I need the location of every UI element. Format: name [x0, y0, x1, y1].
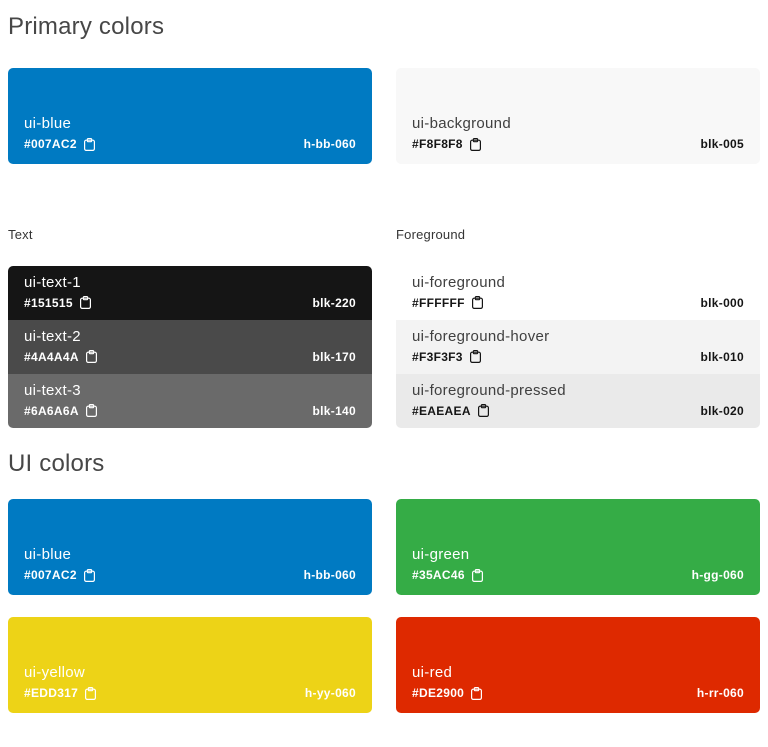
- copy-icon[interactable]: [471, 686, 483, 700]
- subgroup-labels-row: Text Foreground: [8, 227, 760, 242]
- swatch-token: h-gg-060: [691, 568, 744, 582]
- swatch-hex: #FFFFFF: [412, 295, 465, 310]
- ui-colors-heading: UI colors: [8, 450, 105, 477]
- copy-icon[interactable]: [85, 686, 97, 700]
- swatch-ui-red: ui-red #DE2900 h-rr-060: [396, 617, 760, 713]
- swatch-ui-green: ui-green #35AC46 h-gg-060: [396, 499, 760, 595]
- copy-icon[interactable]: [83, 137, 95, 151]
- swatch-hex: #007AC2: [24, 568, 77, 582]
- swatch-name: ui-text-3: [24, 381, 81, 399]
- copy-icon[interactable]: [83, 568, 95, 582]
- swatch-name: ui-text-1: [24, 273, 81, 291]
- copy-icon[interactable]: [469, 350, 481, 363]
- swatch-name: ui-blue: [24, 115, 72, 132]
- swatch-hex: #4A4A4A: [24, 349, 79, 364]
- swatch-token: h-yy-060: [304, 686, 356, 700]
- copy-icon[interactable]: [469, 137, 481, 151]
- swatch-name: ui-yellow: [24, 664, 86, 681]
- swatch-name: ui-foreground-hover: [412, 327, 550, 345]
- primary-swatch-row: ui-blue #007AC2 h-bb-060 ui-background #…: [8, 68, 760, 164]
- swatch-name: ui-green: [412, 546, 470, 563]
- swatch-meta: #007AC2 h-bb-060: [24, 567, 356, 583]
- swatch-hex: #007AC2: [24, 137, 77, 151]
- swatch-token: blk-005: [700, 137, 744, 151]
- primary-colors-heading: Primary colors: [8, 13, 165, 40]
- swatch-token: blk-020: [700, 403, 744, 418]
- swatch-meta: #6A6A6A blk-140: [24, 403, 356, 419]
- ui-swatch-grid: ui-blue #007AC2 h-bb-060 ui-green #35AC4…: [8, 499, 760, 713]
- swatch-token: h-rr-060: [696, 686, 744, 700]
- swatch-ui-background: ui-background #F8F8F8 blk-005: [396, 68, 760, 164]
- swatch-ui-blue: ui-blue #007AC2 h-bb-060: [8, 68, 372, 164]
- swatch-meta: #EDD317 h-yy-060: [24, 685, 356, 701]
- swatch-token: blk-220: [312, 295, 356, 310]
- swatch-token: h-bb-060: [303, 137, 356, 151]
- swatch-name: ui-red: [412, 664, 453, 681]
- swatch-meta: #4A4A4A blk-170: [24, 349, 356, 365]
- swatch-meta: #007AC2 h-bb-060: [24, 136, 356, 152]
- swatch-name: ui-blue: [24, 546, 72, 563]
- copy-icon[interactable]: [79, 296, 91, 309]
- swatch-hex: #EDD317: [24, 686, 79, 700]
- swatch-ui-text-1: ui-text-1 #151515 blk-220: [8, 266, 372, 320]
- swatch-ui-text-3: ui-text-3 #6A6A6A blk-140: [8, 374, 372, 428]
- swatch-token: blk-170: [312, 349, 356, 364]
- swatch-hex: #EAEAEA: [412, 403, 471, 418]
- swatch-token: blk-000: [700, 295, 744, 310]
- swatch-hex: #35AC46: [412, 568, 465, 582]
- swatch-token: blk-140: [312, 403, 356, 418]
- swatch-meta: #FFFFFF blk-000: [412, 295, 744, 311]
- swatch-meta: #F3F3F3 blk-010: [412, 349, 744, 365]
- swatch-meta: #35AC46 h-gg-060: [412, 567, 744, 583]
- text-swatch-group: ui-text-1 #151515 blk-220 ui-text-2 #4A4…: [8, 266, 372, 428]
- foreground-group-label: Foreground: [396, 227, 466, 242]
- swatch-hex: #151515: [24, 295, 73, 310]
- swatch-ui-text-2: ui-text-2 #4A4A4A blk-170: [8, 320, 372, 374]
- text-group-label: Text: [8, 227, 33, 242]
- swatch-hex: #DE2900: [412, 686, 465, 700]
- swatch-token: h-bb-060: [303, 568, 356, 582]
- copy-icon[interactable]: [471, 296, 483, 309]
- swatch-ui-blue-2: ui-blue #007AC2 h-bb-060: [8, 499, 372, 595]
- color-guide-page: Primary colors ui-blue #007AC2 h-bb-060 …: [0, 13, 768, 713]
- swatch-hex: #F3F3F3: [412, 349, 463, 364]
- swatch-meta: #151515 blk-220: [24, 295, 356, 311]
- swatch-name: ui-foreground: [412, 273, 506, 291]
- swatch-ui-foreground-hover: ui-foreground-hover #F3F3F3 blk-010: [396, 320, 760, 374]
- swatch-meta: #DE2900 h-rr-060: [412, 685, 744, 701]
- swatch-name: ui-foreground-pressed: [412, 381, 566, 399]
- copy-icon[interactable]: [85, 350, 97, 363]
- foreground-swatch-group: ui-foreground #FFFFFF blk-000 ui-foregro…: [396, 266, 760, 428]
- swatch-name: ui-background: [412, 115, 511, 132]
- copy-icon[interactable]: [85, 404, 97, 417]
- swatch-ui-yellow: ui-yellow #EDD317 h-yy-060: [8, 617, 372, 713]
- swatch-hex: #6A6A6A: [24, 403, 79, 418]
- swatch-ui-foreground-pressed: ui-foreground-pressed #EAEAEA blk-020: [396, 374, 760, 428]
- swatch-token: blk-010: [700, 349, 744, 364]
- subgroups-row: ui-text-1 #151515 blk-220 ui-text-2 #4A4…: [8, 266, 760, 428]
- copy-icon[interactable]: [477, 404, 489, 417]
- swatch-meta: #EAEAEA blk-020: [412, 403, 744, 419]
- swatch-ui-foreground: ui-foreground #FFFFFF blk-000: [396, 266, 760, 320]
- swatch-hex: #F8F8F8: [412, 137, 463, 151]
- swatch-meta: #F8F8F8 blk-005: [412, 136, 744, 152]
- swatch-name: ui-text-2: [24, 327, 81, 345]
- copy-icon[interactable]: [471, 568, 483, 582]
